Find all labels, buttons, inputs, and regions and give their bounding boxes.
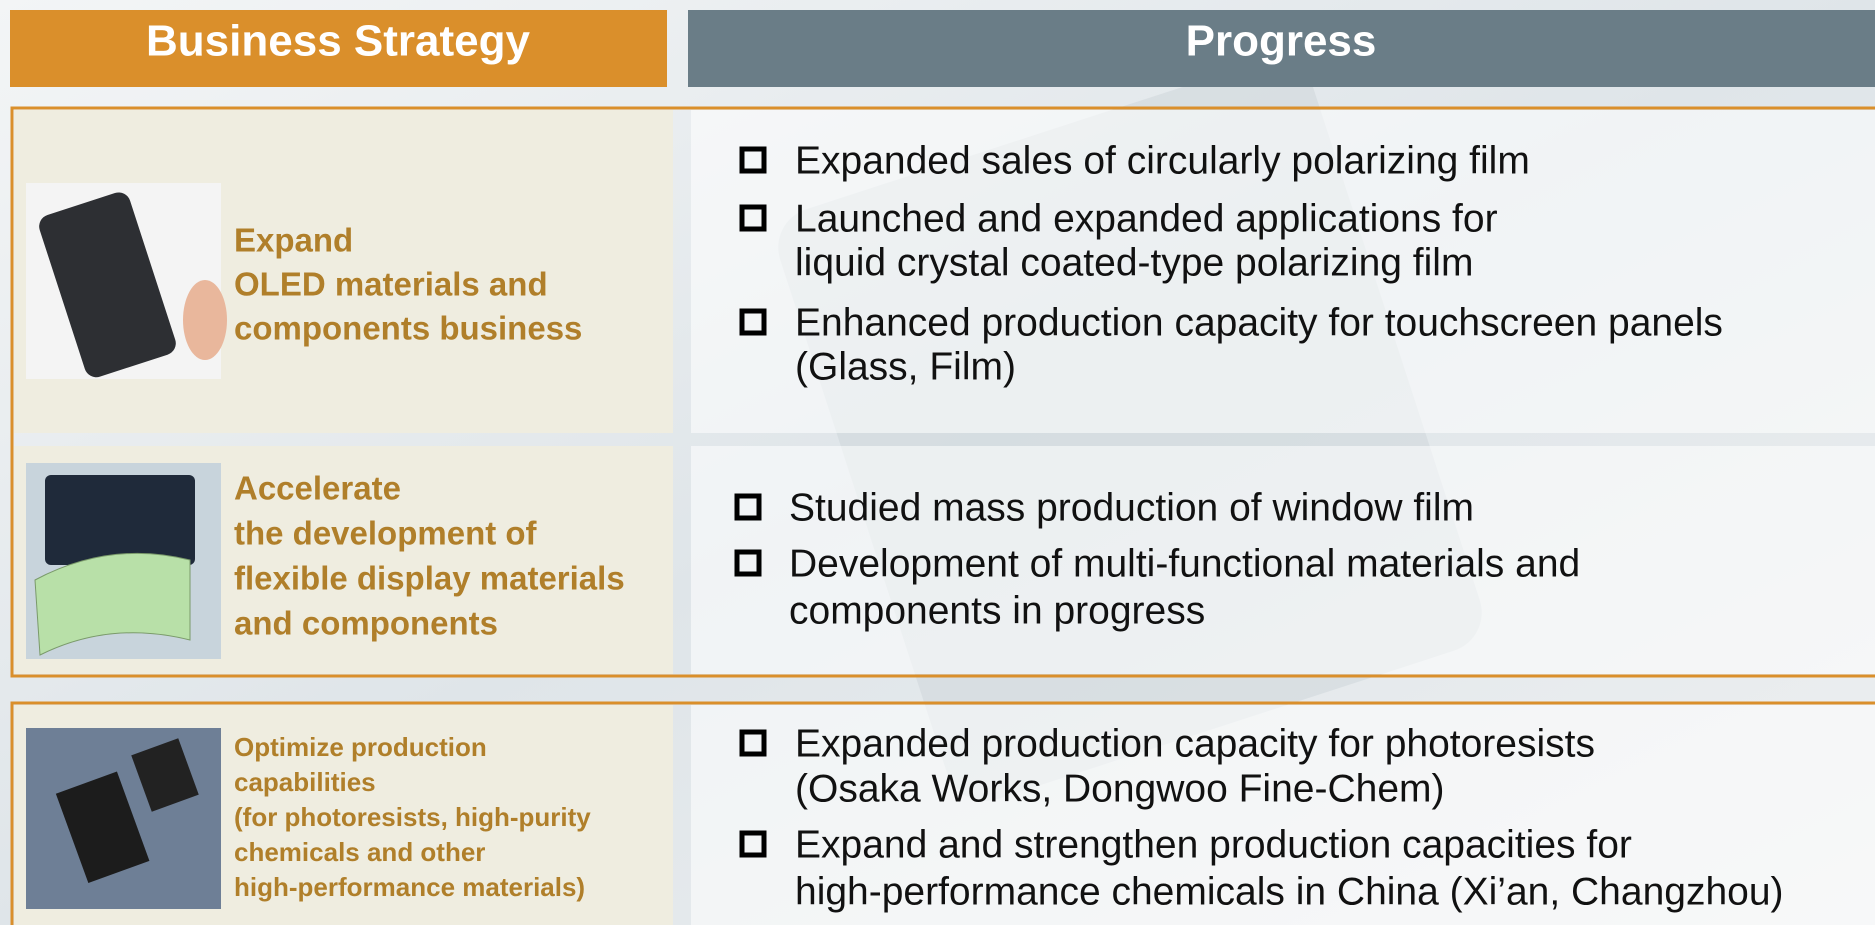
strategy-text: flexible display materials (234, 560, 625, 597)
strategy-text: Optimize production (234, 732, 487, 762)
progress-text: Development of multi-functional material… (789, 542, 1580, 585)
strategy-header-text: Business Strategy (146, 17, 530, 66)
strategy-text: components business (234, 310, 582, 347)
strategy-text: capabilities (234, 767, 376, 797)
progress-text: Studied mass production of window film (789, 486, 1474, 529)
progress-text: Expanded production capacity for photore… (795, 722, 1595, 765)
slide: Business Strategy Progress Expand OLED ma… (0, 0, 1875, 925)
progress-text: high-performance chemicals in China (Xi’… (795, 870, 1784, 913)
progress-text: Expand and strengthen production capacit… (795, 823, 1632, 866)
progress-text: Expanded sales of circularly polarizing … (795, 139, 1530, 182)
strategy-text: OLED materials and (234, 266, 548, 303)
progress-text: (Osaka Works, Dongwoo Fine-Chem) (795, 767, 1444, 810)
progress-text: (Glass, Film) (795, 345, 1016, 388)
progress-text: Enhanced production capacity for touchsc… (795, 301, 1723, 344)
strategy-text: high-performance materials) (234, 872, 585, 902)
strategy-text: (for photoresists, high-purity (234, 802, 591, 832)
chip-image (26, 728, 221, 909)
progress-text: components in progress (789, 589, 1205, 632)
phone-image (26, 183, 227, 380)
progress-header-text: Progress (1186, 17, 1377, 66)
strategy-text: Accelerate (234, 470, 401, 507)
strategy-text: chemicals and other (234, 837, 485, 867)
strategy-text: and components (234, 605, 498, 642)
progress-text: Launched and expanded applications for (795, 197, 1498, 240)
strategy-text: Expand (234, 222, 353, 259)
flexible-display-image (26, 463, 221, 659)
strategy-text: the development of (234, 515, 538, 552)
progress-text: liquid crystal coated-type polarizing fi… (795, 241, 1473, 284)
